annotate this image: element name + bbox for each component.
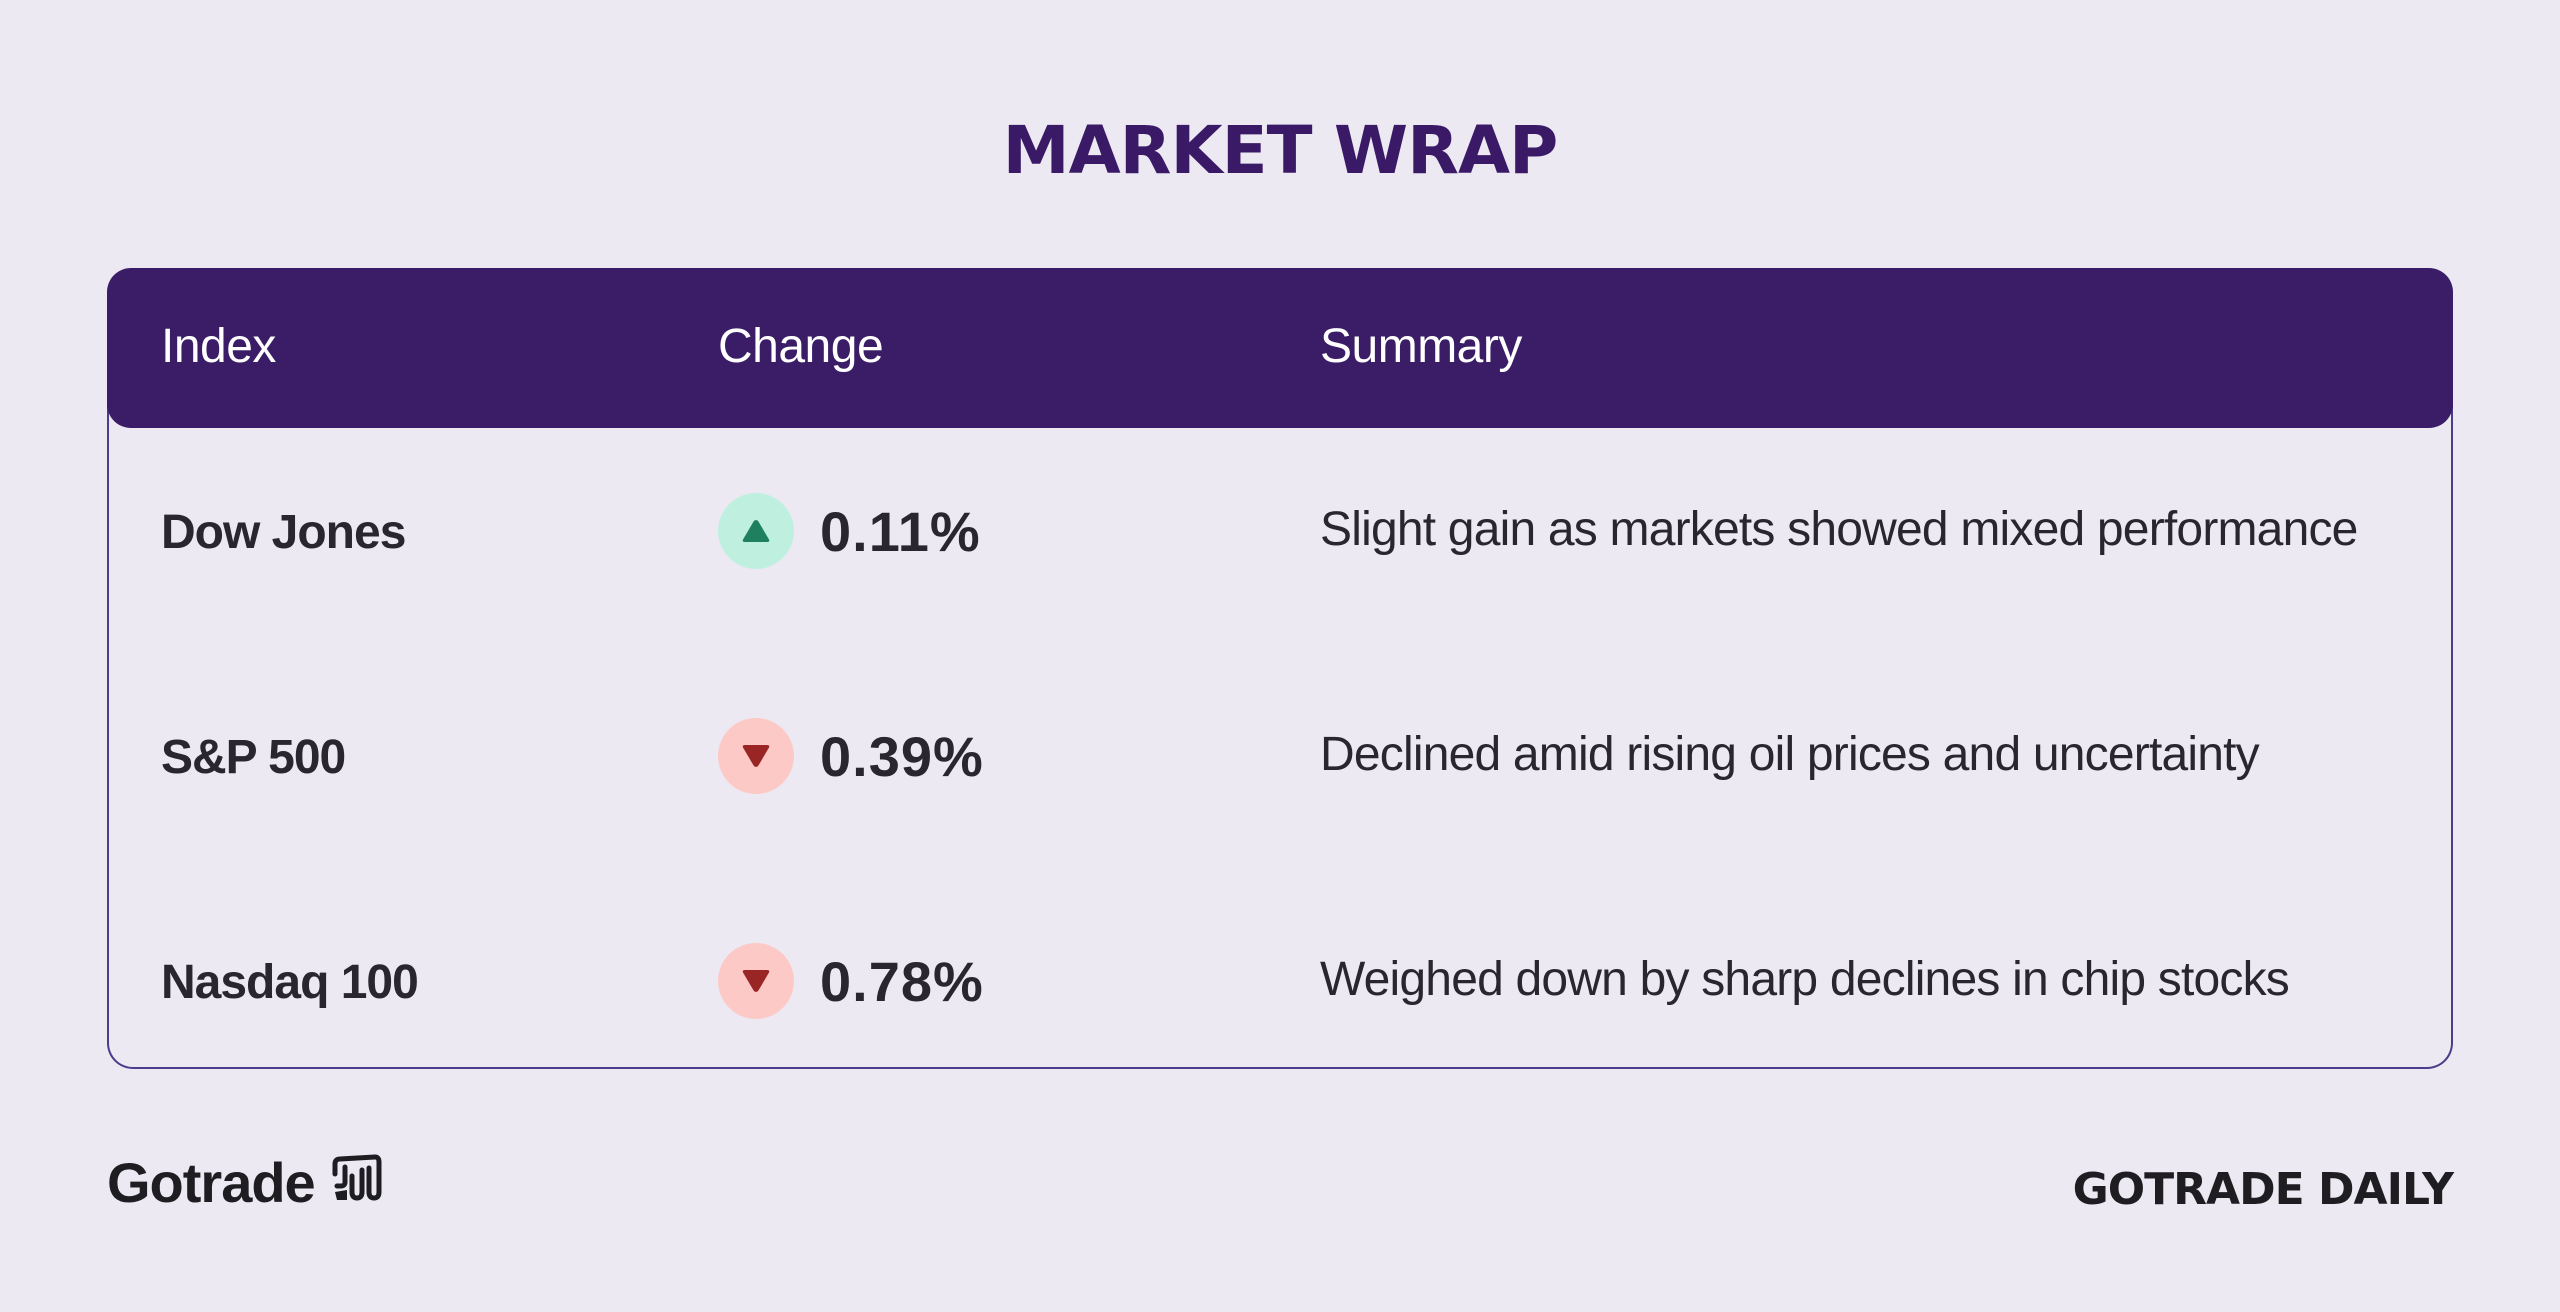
summary-text: Weighed down by sharp declines in chip s… <box>1320 953 2290 1006</box>
index-name: Nasdaq 100 <box>161 956 419 1009</box>
market-table: Index Change Summary Dow Jones 0.11% Sli… <box>107 268 2453 1069</box>
table-header: Index Change Summary <box>107 268 2453 428</box>
triangle-up-icon <box>742 520 770 542</box>
change-badge-down <box>718 718 794 794</box>
table-row: S&P 500 0.39% Declined amid rising oil p… <box>107 718 2453 930</box>
change-value: 0.11% <box>820 499 981 563</box>
gotrade-logo-mark-icon <box>332 1154 382 1200</box>
triangle-down-icon <box>742 970 770 992</box>
table-row: Nasdaq 100 0.78% Weighed down by sharp d… <box>107 943 2453 1155</box>
change-badge-down <box>718 943 794 1019</box>
header-index: Index <box>161 320 276 373</box>
index-name: Dow Jones <box>161 506 406 559</box>
header-change: Change <box>718 320 884 373</box>
change-value: 0.78% <box>820 949 984 1013</box>
summary-text: Slight gain as markets showed mixed perf… <box>1320 503 2358 556</box>
header-summary: Summary <box>1320 320 1522 373</box>
change-cell: 0.39% <box>718 718 984 794</box>
change-cell: 0.11% <box>718 493 981 569</box>
triangle-down-icon <box>742 745 770 767</box>
change-cell: 0.78% <box>718 943 984 1019</box>
change-badge-up <box>718 493 794 569</box>
footer-brand: GOTRADE DAILY <box>2072 1164 2454 1215</box>
page-title: MARKET WRAP <box>1002 112 1559 189</box>
change-value: 0.39% <box>820 724 984 788</box>
gotrade-logo: Gotrade <box>107 1150 383 1215</box>
table-body <box>107 348 2453 1069</box>
summary-text: Declined amid rising oil prices and unce… <box>1320 728 2260 781</box>
logo-wordmark: Gotrade <box>107 1151 316 1214</box>
table-row: Dow Jones 0.11% Slight gain as markets s… <box>107 493 2453 705</box>
index-name: S&P 500 <box>161 731 346 784</box>
